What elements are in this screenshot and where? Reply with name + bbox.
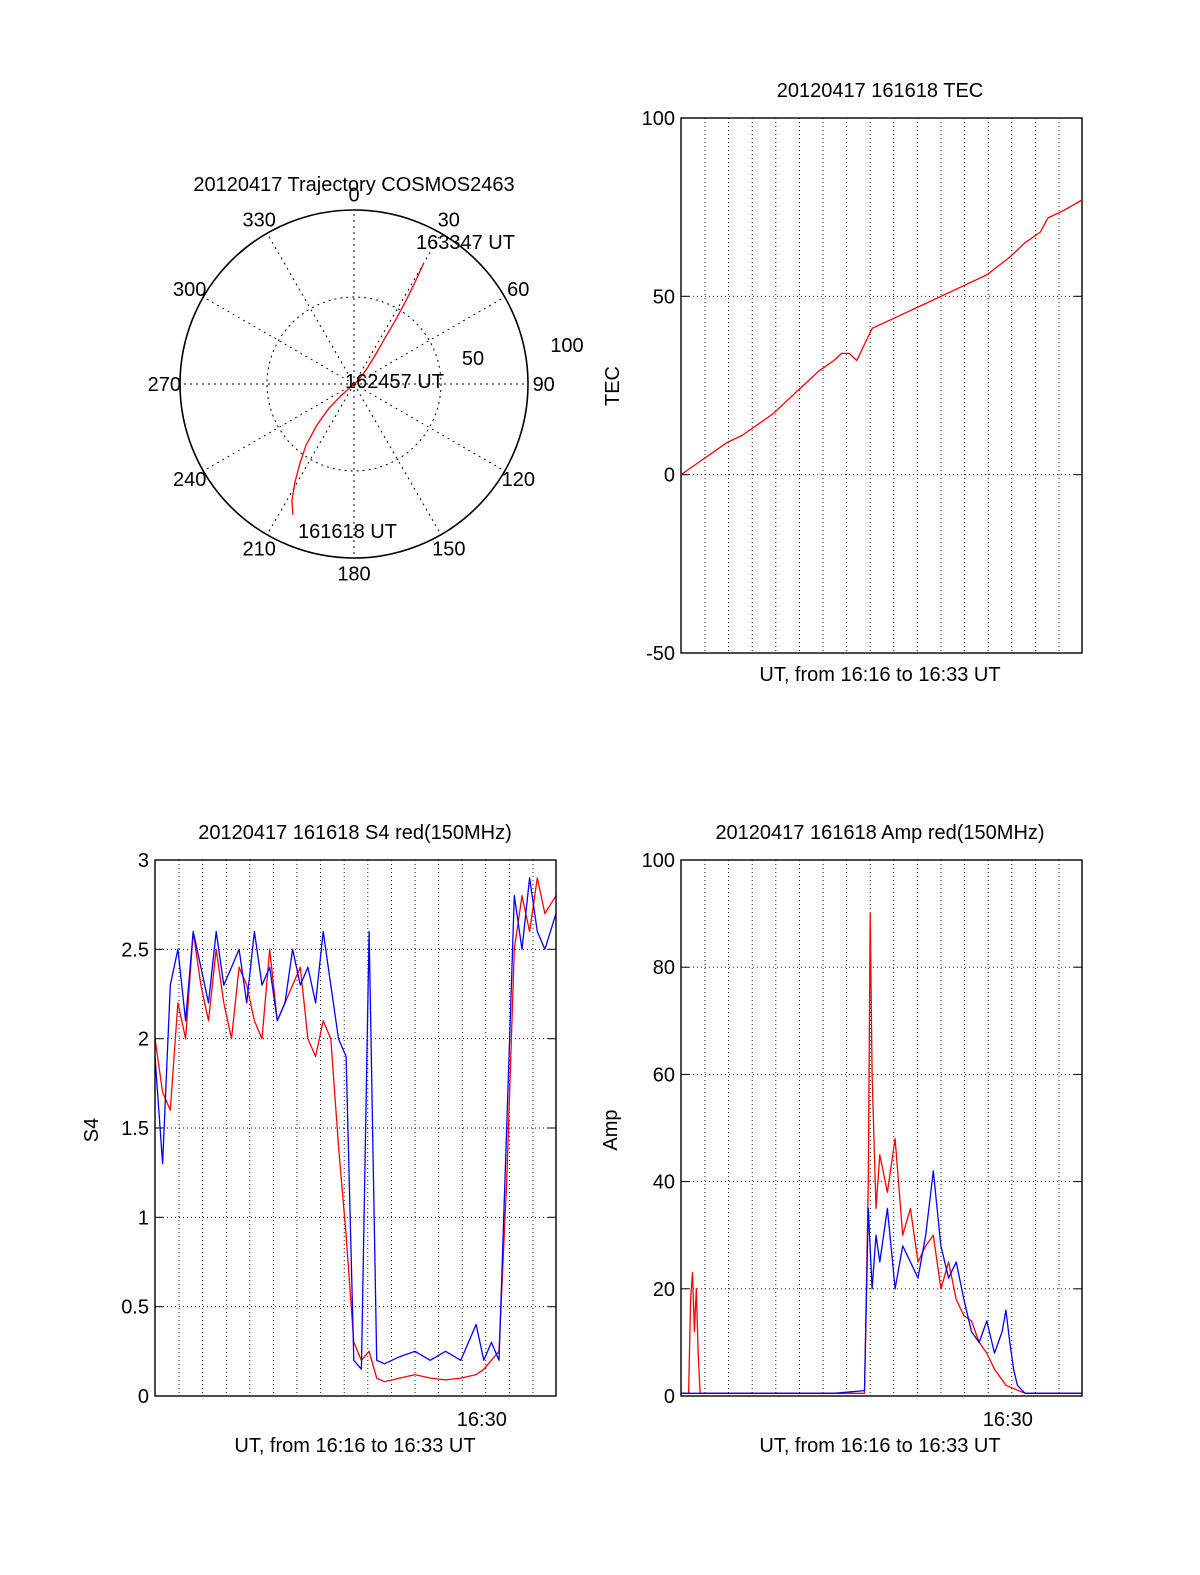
azimuth-label: 180 bbox=[337, 564, 370, 586]
y-tick-label: 0 bbox=[138, 1386, 149, 1408]
amp-title: 20120417 161618 Amp red(150MHz) bbox=[715, 822, 1044, 844]
polar-spoke bbox=[353, 296, 505, 385]
polar-spoke bbox=[353, 383, 505, 472]
polar-spokes bbox=[180, 210, 528, 558]
azimuth-label: 150 bbox=[432, 538, 465, 560]
azimuth-labels: 0 30 60 90 120 150 180 210 240 270 300 330 bbox=[148, 184, 555, 585]
series-line-red bbox=[154, 877, 557, 1383]
amp-y-label: Amp bbox=[600, 1109, 622, 1150]
series-line-red bbox=[681, 912, 1082, 1394]
y-tick-label: 50 bbox=[653, 286, 675, 308]
azimuth-label: 210 bbox=[243, 538, 276, 560]
y-tick-label: 0 bbox=[664, 465, 675, 487]
azimuth-label: 30 bbox=[438, 210, 460, 232]
tec-x-label: UT, from 16:16 to 16:33 UT bbox=[759, 664, 1000, 686]
y-tick-label: 1.5 bbox=[121, 1118, 149, 1140]
amp-series bbox=[681, 912, 1082, 1394]
tec-grid bbox=[681, 118, 1082, 653]
y-tick-label: 100 bbox=[642, 850, 675, 872]
x-tick-label: 16:30 bbox=[983, 1409, 1033, 1431]
s4-grid bbox=[155, 860, 556, 1396]
polar-spoke bbox=[203, 383, 355, 472]
azimuth-label: 330 bbox=[243, 210, 276, 232]
amp-x-label: UT, from 16:16 to 16:33 UT bbox=[759, 1435, 1000, 1457]
s4-x-label: UT, from 16:16 to 16:33 UT bbox=[234, 1435, 475, 1457]
y-tick-label: 0.5 bbox=[121, 1297, 149, 1319]
tec-title: 20120417 161618 TEC bbox=[777, 80, 983, 102]
azimuth-label: 60 bbox=[507, 279, 529, 301]
s4-y-ticks: 0 0.5 1 1.5 2 2.5 3 bbox=[121, 850, 556, 1408]
y-tick-label: 3 bbox=[138, 850, 149, 872]
tec-y-ticks: -50 0 50 100 bbox=[642, 108, 1082, 665]
y-tick-label: 80 bbox=[653, 957, 675, 979]
polar-spoke bbox=[353, 233, 442, 385]
trajectory-track bbox=[291, 263, 425, 515]
y-tick-label: 1 bbox=[138, 1207, 149, 1229]
amp-x-ticks: 16:30 bbox=[983, 1409, 1033, 1431]
azimuth-label: 240 bbox=[173, 469, 206, 491]
azimuth-label: 300 bbox=[173, 279, 206, 301]
amp-panel: 20120417 161618 Amp red(150MHz) 0 20 40 60 8… bbox=[600, 822, 1083, 1457]
polar-spoke bbox=[266, 383, 355, 535]
tec-panel: 20120417 161618 TEC -50 0 50 100 UT, from 1… bbox=[602, 80, 1083, 686]
polar-spoke bbox=[266, 233, 355, 385]
s4-y-label: S4 bbox=[81, 1118, 103, 1142]
radial-label-50: 50 bbox=[462, 348, 484, 370]
y-tick-label: 0 bbox=[664, 1386, 675, 1408]
annotation-end-time: 163347 UT bbox=[416, 232, 515, 254]
annotation-mid-time: 162457 UT bbox=[345, 371, 444, 393]
trajectory-title: 20120417 Trajectory COSMOS2463 bbox=[193, 174, 514, 196]
tec-y-label: TEC bbox=[602, 366, 624, 406]
s4-panel: 20120417 161618 S4 red(150MHz) 0 0.5 1 1.5 2… bbox=[81, 822, 557, 1457]
s4-title: 20120417 161618 S4 red(150MHz) bbox=[198, 822, 512, 844]
trajectory-line bbox=[291, 263, 425, 515]
x-tick-label: 16:30 bbox=[457, 1409, 507, 1431]
azimuth-label: 120 bbox=[502, 469, 535, 491]
amp-axes-frame bbox=[680, 859, 1083, 1397]
polar-spoke bbox=[353, 383, 442, 535]
azimuth-label: 270 bbox=[148, 374, 181, 396]
amp-grid bbox=[681, 860, 1082, 1396]
radial-label-100: 100 bbox=[550, 335, 583, 357]
tec-axes-frame bbox=[680, 117, 1083, 654]
y-tick-label: 2.5 bbox=[121, 939, 149, 961]
series-line-blue bbox=[154, 877, 557, 1370]
polar-outer-circle bbox=[179, 209, 529, 559]
s4-x-ticks: 16:30 bbox=[457, 1409, 507, 1431]
azimuth-label: 0 bbox=[348, 184, 359, 206]
trajectory-polar-plot: 20120417 Trajectory COSMOS2463 0 30 60 90 12… bbox=[148, 174, 584, 586]
polar-inner-circle bbox=[266, 296, 442, 472]
s4-series bbox=[154, 877, 557, 1383]
polar-spoke bbox=[203, 296, 355, 385]
amp-y-ticks: 0 20 40 60 80 100 bbox=[642, 850, 1082, 1408]
y-tick-label: 20 bbox=[653, 1279, 675, 1301]
series-line-red bbox=[680, 199, 1083, 476]
y-tick-label: -50 bbox=[646, 643, 675, 665]
y-tick-label: 100 bbox=[642, 108, 675, 130]
y-tick-label: 40 bbox=[653, 1172, 675, 1194]
tec-series bbox=[680, 199, 1083, 476]
azimuth-label: 90 bbox=[533, 374, 555, 396]
y-tick-label: 60 bbox=[653, 1064, 675, 1086]
y-tick-label: 2 bbox=[138, 1029, 149, 1051]
series-line-blue bbox=[681, 1170, 1082, 1394]
annotation-start-time: 161618 UT bbox=[298, 521, 397, 543]
